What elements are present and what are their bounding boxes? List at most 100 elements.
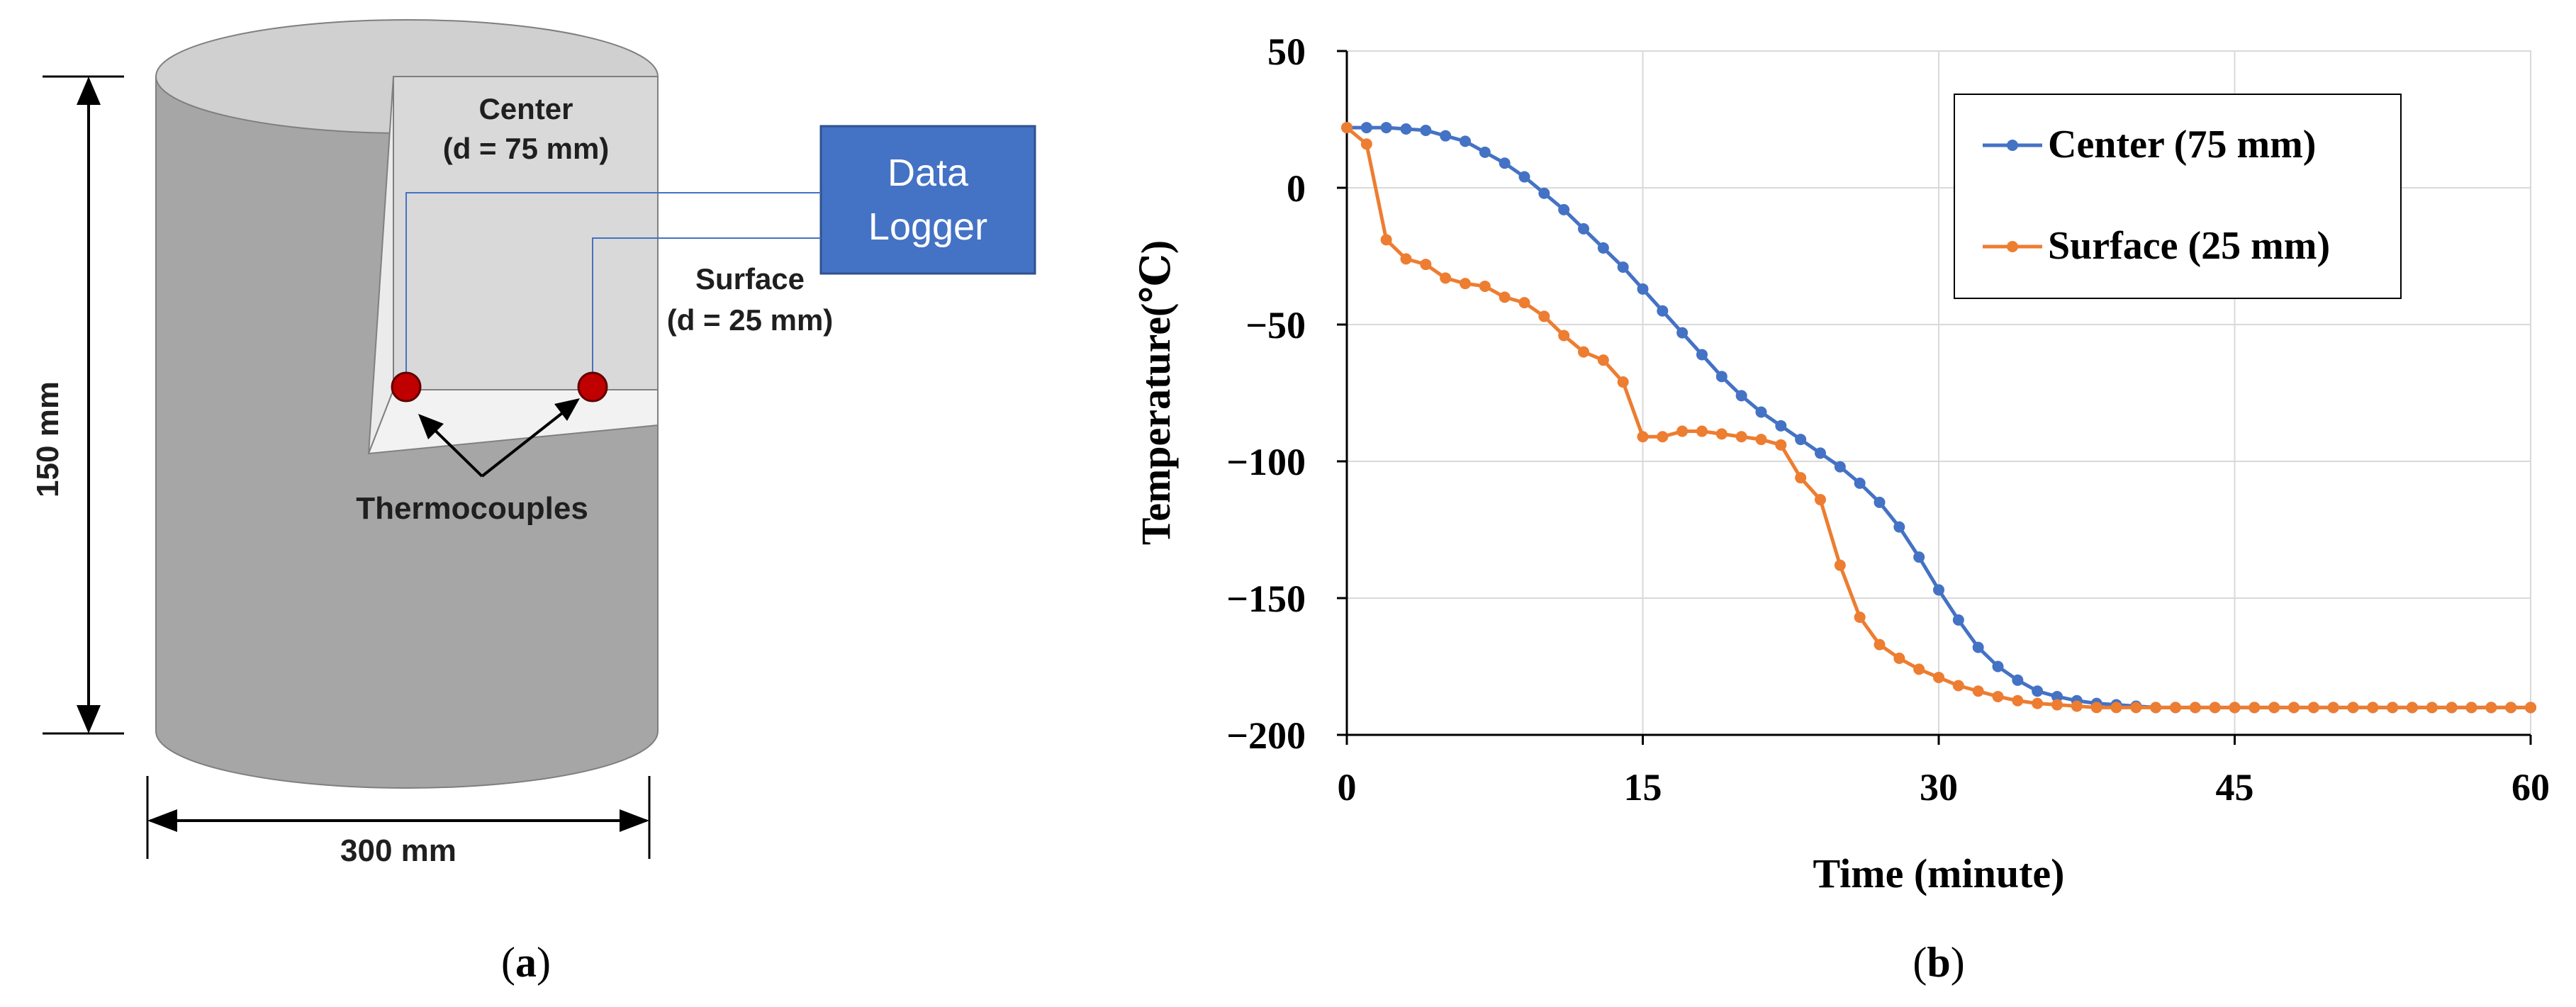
width-label: 300 mm [340, 833, 457, 868]
center-data-point [1440, 130, 1452, 142]
center-data-point [1696, 349, 1708, 361]
y-tick-label: 50 [1267, 30, 1306, 73]
center-data-point [1499, 157, 1511, 169]
x-tick-label: 45 [2216, 766, 2254, 809]
surface-data-point [2525, 702, 2536, 714]
data-logger-label-line1: Data [887, 152, 969, 194]
surface-data-point [1637, 431, 1649, 443]
height-arrow-down-icon [77, 705, 101, 733]
center-data-point [1834, 461, 1846, 473]
surface-data-point [2505, 702, 2517, 714]
y-tick-label: −100 [1226, 441, 1306, 483]
surface-data-point [1972, 685, 1984, 697]
panel-b-temperature-chart: 0 15 30 45 60 50 0 −50 −100 −150 −200 Temperature(… [1133, 30, 2550, 986]
surface-label-line1: Surface [695, 262, 805, 296]
surface-data-point [1617, 376, 1629, 388]
y-axis-label: Temperature(℃) [1133, 240, 1179, 545]
surface-data-point [1913, 663, 1925, 675]
center-data-point [1775, 420, 1787, 432]
center-data-point [1755, 406, 1767, 418]
center-data-point [1637, 283, 1649, 295]
panel-b-caption: (b) [1913, 939, 1964, 986]
surface-data-point [1578, 346, 1589, 358]
center-data-point [1597, 242, 1609, 254]
center-data-point [1815, 447, 1826, 459]
center-data-point [1617, 261, 1629, 273]
center-data-point [1518, 171, 1530, 183]
width-arrow-left-icon [147, 809, 177, 832]
center-thermocouple-icon [391, 371, 422, 403]
surface-data-point [2110, 702, 2122, 714]
center-data-point [1952, 614, 1964, 626]
surface-data-point [1834, 559, 1846, 571]
data-logger-label-line2: Logger [868, 206, 987, 248]
surface-thermocouple-wire [592, 237, 821, 387]
center-data-point [1913, 551, 1925, 563]
chart-series [1341, 122, 2536, 714]
surface-data-point [1380, 234, 1392, 246]
x-tick-label: 30 [1920, 766, 1958, 809]
center-data-point [1460, 135, 1471, 147]
panel-a-caption: (a) [501, 939, 551, 986]
center-data-point [1380, 122, 1392, 134]
surface-data-point [2347, 702, 2359, 714]
surface-data-point [2150, 702, 2162, 714]
center-data-point [1420, 124, 1432, 136]
surface-data-point [2307, 702, 2319, 714]
surface-data-point [1518, 297, 1530, 309]
surface-data-point [1657, 431, 1669, 443]
center-data-point [1360, 122, 1372, 134]
surface-data-point [1952, 680, 1964, 692]
chart-legend: Center (75 mm) Surface (25 mm) [1954, 94, 2402, 299]
thermocouple-pointer-arrow-right-icon [554, 398, 580, 421]
surface-data-point [2032, 697, 2044, 709]
surface-data-point [2327, 702, 2339, 714]
width-arrow-right-icon [620, 809, 649, 832]
surface-data-point [1420, 259, 1432, 271]
surface-data-point [1341, 122, 1353, 134]
center-data-point [1538, 187, 1550, 199]
surface-data-point [1597, 354, 1609, 366]
center-data-point [1400, 123, 1412, 135]
surface-data-point [1715, 428, 1727, 440]
legend-center-label: Center (75 mm) [2048, 123, 2316, 167]
center-data-point [1992, 660, 2004, 673]
surface-data-point [1795, 472, 1807, 484]
center-data-point [1676, 327, 1689, 339]
surface-data-point [2446, 702, 2458, 714]
center-data-point [1854, 477, 1866, 489]
height-label: 150 mm [30, 381, 65, 497]
surface-data-point [1400, 253, 1412, 265]
surface-data-point [1479, 280, 1491, 292]
center-data-point [2012, 674, 2024, 686]
x-axis-label: Time (minute) [1813, 850, 2065, 896]
chart-axes [1337, 50, 2532, 745]
center-label-line1: Center [478, 92, 573, 125]
thermocouples-label: Thermocouples [356, 491, 588, 526]
surface-data-point [1854, 612, 1866, 624]
y-tick-label: −200 [1226, 714, 1306, 757]
surface-data-point [1874, 638, 1886, 651]
y-tick-label: 0 [1287, 167, 1306, 210]
center-label-line2: (d = 75 mm) [443, 132, 610, 165]
thermocouple-pointer-line-right [481, 401, 577, 478]
surface-data-point [2090, 702, 2102, 714]
legend-center-marker [2007, 140, 2018, 151]
thermocouple-pointer-arrow-left-icon [418, 414, 444, 439]
surface-data-point [1499, 291, 1511, 303]
center-data-point [1657, 305, 1669, 317]
surface-data-point [2407, 702, 2418, 714]
panel-a-specimen-diagram: 150 mm 300 mm Data Logger Center (d = 75… [30, 19, 1036, 986]
surface-data-point [1775, 439, 1787, 451]
center-data-point [1479, 146, 1491, 158]
surface-data-point [2051, 699, 2063, 711]
center-data-point [1558, 203, 1570, 215]
center-data-point [1972, 641, 1984, 653]
x-tick-label: 15 [1624, 766, 1662, 809]
surface-data-point [2268, 702, 2280, 714]
surface-data-point [1558, 330, 1570, 342]
surface-data-point [1815, 494, 1826, 506]
surface-data-point [2170, 702, 2181, 714]
center-data-point [1795, 434, 1807, 446]
chart-tick-labels: 0 15 30 45 60 50 0 −50 −100 −150 −200 [1226, 30, 2550, 809]
